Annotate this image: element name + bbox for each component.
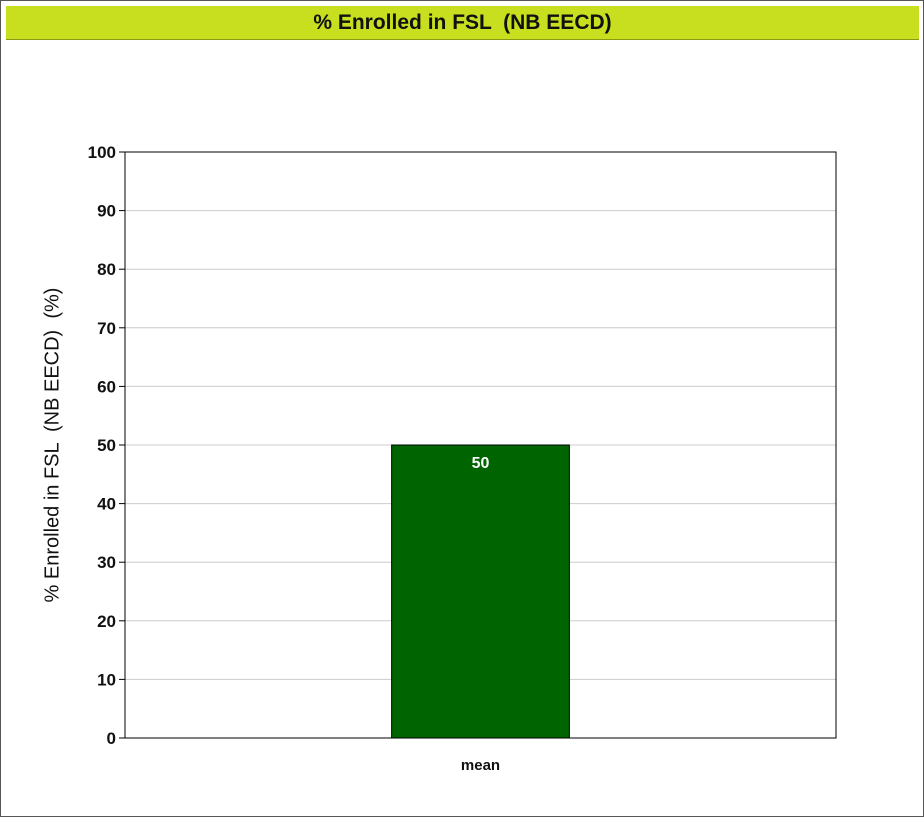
y-tick-label: 100 [88,143,116,162]
y-tick-label: 0 [107,729,116,748]
bar-data-label: 50 [472,455,490,472]
bar-mean [391,444,570,739]
y-axis-label: % Enrolled in FSL (NB EECD) (%) [41,288,63,603]
y-tick-label: 10 [97,670,116,689]
bars: 50 [391,444,570,739]
y-tick-label: 90 [97,202,116,221]
y-tick-label: 60 [97,377,116,396]
y-tick-label: 70 [97,319,116,338]
y-tick-label: 80 [97,260,116,279]
y-axis-ticks: 0 10 20 30 40 50 60 70 80 90 100 [88,143,125,748]
y-tick-label: 50 [97,436,116,455]
y-tick-label: 20 [97,612,116,631]
y-tick-label: 30 [97,553,116,572]
x-axis-categories: mean [461,757,500,774]
y-tick-label: 40 [97,495,116,514]
x-category-label: mean [461,757,500,774]
chart-title: % Enrolled in FSL (NB EECD) [6,6,919,40]
